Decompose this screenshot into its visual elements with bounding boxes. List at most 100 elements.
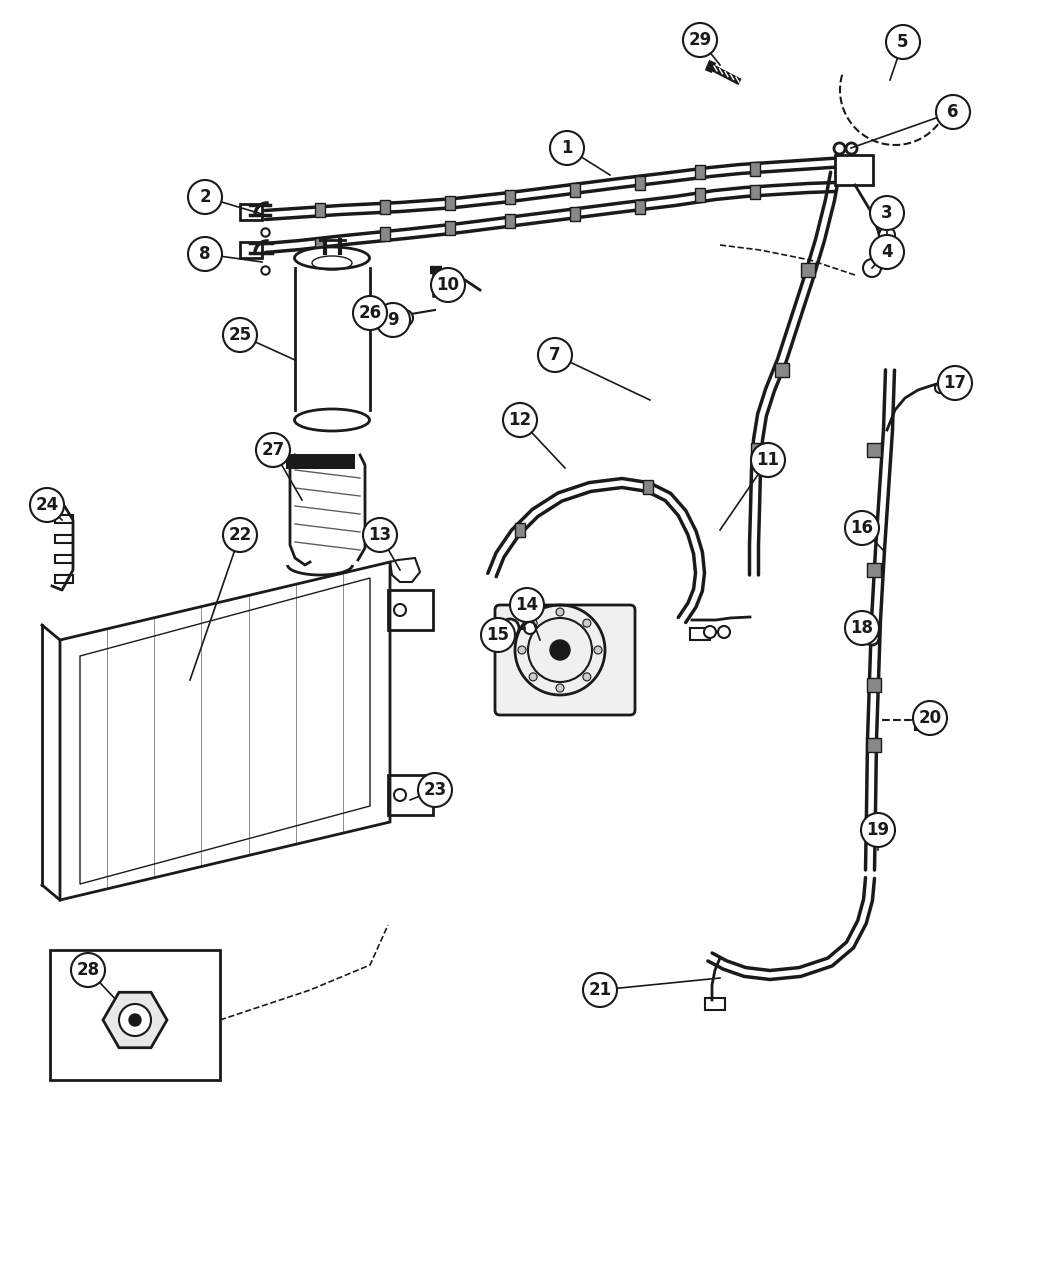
Bar [240, 242, 262, 258]
Text: 18: 18 [850, 618, 874, 638]
Circle shape [886, 26, 920, 59]
Text: 29: 29 [689, 31, 712, 48]
Circle shape [501, 618, 519, 638]
Text: 2: 2 [200, 187, 211, 207]
Circle shape [223, 317, 257, 352]
Circle shape [397, 310, 413, 326]
Circle shape [418, 773, 452, 807]
Text: 13: 13 [369, 527, 392, 544]
Circle shape [223, 518, 257, 552]
Circle shape [556, 683, 564, 692]
Circle shape [538, 338, 572, 372]
Bar [315, 238, 326, 252]
Circle shape [704, 626, 716, 638]
Bar [240, 204, 262, 221]
Circle shape [129, 1014, 141, 1026]
Circle shape [550, 131, 584, 164]
Text: 10: 10 [437, 275, 460, 295]
Bar [635, 176, 645, 190]
Text: 16: 16 [850, 519, 874, 537]
Circle shape [524, 622, 536, 634]
Bar [380, 227, 390, 241]
Circle shape [550, 640, 570, 660]
Text: 21: 21 [588, 980, 611, 1000]
Circle shape [353, 296, 387, 330]
Circle shape [879, 227, 895, 244]
Circle shape [751, 442, 785, 477]
Bar [801, 263, 815, 277]
Bar [750, 185, 760, 199]
Text: 19: 19 [866, 821, 889, 839]
Circle shape [363, 518, 397, 552]
Circle shape [718, 626, 730, 638]
Bar [751, 442, 765, 456]
Bar [775, 363, 789, 377]
Text: 1: 1 [562, 139, 572, 157]
Circle shape [863, 259, 881, 277]
Circle shape [430, 268, 465, 302]
Bar [55, 555, 74, 564]
Circle shape [865, 631, 879, 645]
FancyBboxPatch shape [495, 606, 635, 715]
Circle shape [938, 366, 972, 400]
Circle shape [845, 511, 879, 544]
Bar [55, 515, 74, 523]
Circle shape [376, 303, 410, 337]
Bar [867, 678, 881, 692]
Circle shape [529, 673, 538, 681]
Bar [388, 590, 433, 630]
Bar [705, 998, 724, 1010]
Circle shape [870, 196, 904, 230]
Bar [867, 738, 881, 752]
Text: 25: 25 [229, 326, 252, 344]
Circle shape [594, 646, 602, 654]
Circle shape [518, 646, 526, 654]
Text: 8: 8 [200, 245, 211, 263]
Circle shape [936, 96, 970, 129]
Circle shape [529, 620, 538, 627]
Circle shape [682, 23, 717, 57]
Circle shape [556, 608, 564, 616]
Bar [695, 164, 705, 178]
Bar [643, 479, 653, 493]
Bar [835, 156, 873, 185]
Text: 28: 28 [77, 961, 100, 979]
Text: 20: 20 [919, 709, 942, 727]
Text: 7: 7 [549, 346, 561, 363]
Bar [55, 575, 74, 583]
Text: 6: 6 [947, 103, 959, 121]
Bar [445, 196, 455, 210]
Text: 23: 23 [423, 782, 446, 799]
Bar [315, 203, 326, 217]
Bar [380, 200, 390, 214]
Text: 14: 14 [516, 595, 539, 615]
Circle shape [256, 434, 290, 467]
Bar [867, 442, 881, 456]
Bar [635, 200, 645, 214]
Text: 27: 27 [261, 441, 285, 459]
Text: 24: 24 [36, 496, 59, 514]
Bar [867, 564, 881, 578]
Text: 5: 5 [898, 33, 908, 51]
Bar [570, 207, 580, 221]
Text: 15: 15 [486, 626, 509, 644]
Text: 17: 17 [944, 374, 967, 391]
Circle shape [870, 235, 904, 269]
Bar [50, 950, 220, 1080]
Text: 11: 11 [756, 451, 779, 469]
Circle shape [914, 701, 947, 734]
Bar [915, 711, 937, 731]
Circle shape [188, 180, 222, 214]
Text: 12: 12 [508, 411, 531, 428]
Bar [514, 523, 525, 537]
Bar [570, 184, 580, 198]
Bar [445, 221, 455, 235]
Circle shape [30, 488, 64, 521]
Bar [750, 162, 760, 176]
Circle shape [861, 813, 895, 847]
Circle shape [188, 237, 222, 272]
Text: 9: 9 [387, 311, 399, 329]
Circle shape [583, 973, 617, 1007]
Bar [690, 629, 710, 640]
Bar [55, 536, 74, 543]
